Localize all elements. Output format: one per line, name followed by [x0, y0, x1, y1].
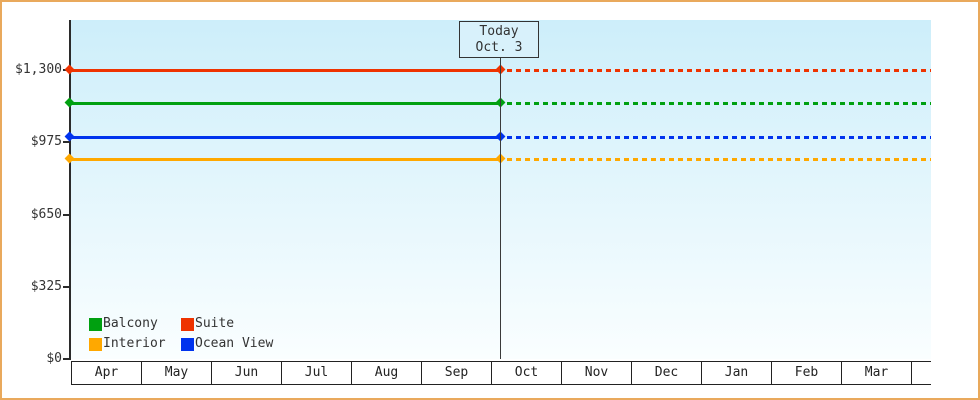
- legend-swatch-icon: [89, 337, 102, 351]
- legend-swatch-icon: [89, 317, 102, 331]
- month-cell-apr: Apr: [72, 362, 142, 384]
- legend-label: Balcony: [103, 316, 158, 331]
- legend-label: Ocean View: [195, 336, 274, 351]
- x-axis-month-row: Apr May Jun Jul Aug Sep Oct Nov Dec Jan Feb Mar: [71, 361, 931, 385]
- series-line-dashed-balcony: [507, 102, 931, 105]
- chart-legend: Balcony Suite Interior Ocean View: [89, 314, 273, 354]
- month-cell-sep: Sep: [422, 362, 492, 384]
- month-cell-jun: Jun: [212, 362, 282, 384]
- month-cell-oct: Oct: [492, 362, 562, 384]
- legend-label: Suite: [195, 316, 235, 331]
- today-label-line1: Today: [479, 24, 519, 39]
- legend-item-balcony: Balcony: [89, 314, 181, 334]
- month-cell-dec: Dec: [632, 362, 702, 384]
- today-label-box: Today Oct. 3: [459, 21, 539, 58]
- month-cell-jul: Jul: [282, 362, 352, 384]
- plot-area: [71, 20, 931, 359]
- month-cell-partial: [912, 362, 931, 384]
- series-line-solid-balcony: [69, 102, 501, 105]
- series-line-dashed-interior: [507, 158, 931, 161]
- legend-item-suite: Suite: [181, 314, 273, 334]
- y-axis-tick: [63, 286, 69, 288]
- legend-item-interior: Interior: [89, 334, 181, 354]
- legend-swatch-icon: [181, 337, 194, 351]
- series-line-solid-interior: [69, 158, 501, 161]
- month-cell-may: May: [142, 362, 212, 384]
- series-line-solid-ocean-view: [69, 136, 501, 139]
- y-axis-tick: [63, 214, 69, 216]
- y-axis-tick: [63, 358, 69, 360]
- legend-label: Interior: [103, 336, 166, 351]
- y-axis-tick-label: $650: [30, 207, 62, 222]
- month-cell-jan: Jan: [702, 362, 772, 384]
- series-line-dashed-ocean-view: [507, 136, 931, 139]
- y-axis-line: [69, 20, 71, 360]
- month-cell-aug: Aug: [352, 362, 422, 384]
- y-axis-tick: [63, 141, 69, 143]
- today-label-line2: Oct. 3: [475, 40, 523, 55]
- month-cell-mar: Mar: [842, 362, 912, 384]
- y-axis-tick-label: $1,300: [15, 62, 62, 77]
- today-vertical-line: [500, 57, 501, 359]
- month-cell-feb: Feb: [772, 362, 842, 384]
- legend-item-ocean-view: Ocean View: [181, 334, 273, 354]
- y-axis-tick-label: $0: [46, 351, 62, 366]
- series-line-solid-suite: [69, 69, 501, 72]
- series-line-dashed-suite: [507, 69, 931, 72]
- y-axis-tick-label: $325: [30, 279, 62, 294]
- month-cell-nov: Nov: [562, 362, 632, 384]
- legend-swatch-icon: [181, 317, 194, 331]
- y-axis-tick-label: $975: [30, 134, 62, 149]
